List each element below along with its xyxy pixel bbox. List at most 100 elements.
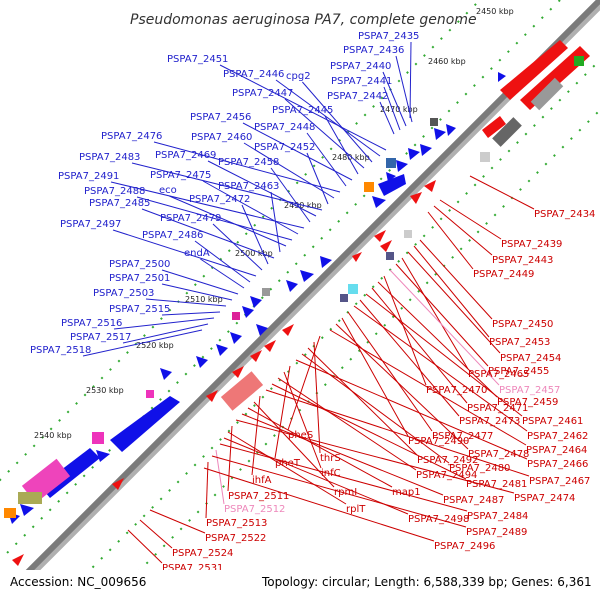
forward-gene-label[interactable]: PSPA7_2515: [109, 304, 170, 315]
forward-gene-label[interactable]: PSPA7_2460: [191, 132, 252, 143]
reverse-gene-label[interactable]: PSPA7_2461: [522, 416, 583, 427]
reverse-gene-label[interactable]: PSPA7_2449: [473, 269, 534, 280]
reverse-gene-label[interactable]: ihfA: [252, 475, 272, 486]
leader-line: [235, 419, 515, 494]
reverse-gene-label[interactable]: PSPA7_2487: [443, 495, 504, 506]
reverse-gene-label[interactable]: PSPA7_2453: [489, 337, 550, 348]
reverse-gene-label[interactable]: PSPA7_2477: [432, 431, 493, 442]
reverse-gene-label[interactable]: pheT: [275, 458, 301, 469]
reverse-gene-label[interactable]: PSPA7_2492: [417, 455, 478, 466]
reverse-gene-label[interactable]: PSPA7_2473: [459, 416, 520, 427]
guide-track-outer-right: [108, 108, 600, 600]
forward-gene-label[interactable]: PSPA7_2452: [254, 142, 315, 153]
reverse-gene-label[interactable]: PSPA7_2434: [534, 209, 595, 220]
reverse-gene-label[interactable]: PSPA7_2524: [172, 548, 233, 559]
reverse-gene-label[interactable]: PSPA7_2490: [408, 436, 469, 447]
reverse-gene-label[interactable]: PSPA7_2513: [206, 518, 267, 529]
forward-gene-label[interactable]: PSPA7_2476: [101, 131, 162, 142]
forward-gene-label[interactable]: PSPA7_2479: [160, 213, 221, 224]
leader-line: [215, 449, 225, 505]
forward-gene-label[interactable]: PSPA7_2517: [70, 332, 131, 343]
forward-gene-arrow: [96, 450, 110, 462]
leader-line: [439, 199, 502, 240]
forward-gene-label[interactable]: PSPA7_2463: [218, 181, 279, 192]
forward-gene-label[interactable]: PSPA7_2500: [109, 259, 170, 270]
reverse-gene-label[interactable]: PSPA7_2481: [466, 479, 527, 490]
forward-gene-label[interactable]: PSPA7_2518: [30, 345, 91, 356]
reverse-gene-label[interactable]: PSPA7_2462: [527, 431, 588, 442]
forward-gene-label[interactable]: PSPA7_2516: [61, 318, 122, 329]
forward-gene-label[interactable]: PSPA7_2447: [232, 88, 293, 99]
forward-gene-label[interactable]: PSPA7_2451: [167, 54, 228, 65]
reverse-gene-label[interactable]: PSPA7_2474: [514, 493, 575, 504]
reverse-gene-label[interactable]: PSPA7_2489: [466, 527, 527, 538]
forward-gene-label[interactable]: PSPA7_2488: [84, 186, 145, 197]
forward-gene-arrow: [250, 296, 262, 308]
forward-gene-label[interactable]: PSPA7_2442: [327, 91, 388, 102]
reverse-gene-label[interactable]: PSPA7_2455: [488, 366, 549, 377]
feature-box: [480, 152, 490, 162]
reverse-gene-label[interactable]: PSPA7_2457: [499, 385, 560, 396]
reverse-gene-label[interactable]: rpmI: [334, 487, 357, 498]
forward-gene-label[interactable]: PSPA7_2485: [89, 198, 150, 209]
feature-box: [348, 284, 358, 294]
leader-line: [113, 317, 215, 330]
forward-gene-label[interactable]: PSPA7_2458: [218, 157, 279, 168]
reverse-gene-arrow: [410, 192, 422, 204]
reverse-gene-label[interactable]: PSPA7_2467: [529, 476, 590, 487]
forward-gene-label[interactable]: PSPA7_2503: [93, 288, 154, 299]
reverse-gene-label[interactable]: infC: [321, 468, 341, 479]
reverse-gene-label[interactable]: PSPA7_2459: [497, 397, 558, 408]
forward-gene-label[interactable]: PSPA7_2445: [272, 105, 333, 116]
reverse-gene-label[interactable]: pheS: [288, 430, 313, 441]
reverse-gene-label[interactable]: PSPA7_2450: [492, 319, 553, 330]
forward-gene-label[interactable]: PSPA7_2440: [330, 61, 391, 72]
reverse-gene-label[interactable]: PSPA7_2454: [500, 353, 561, 364]
reverse-gene-label[interactable]: PSPA7_2465: [468, 369, 529, 380]
forward-gene-label[interactable]: PSPA7_2472: [189, 194, 250, 205]
reverse-gene-label[interactable]: PSPA7_2480: [449, 463, 510, 474]
leader-line: [219, 64, 387, 151]
forward-gene-label[interactable]: PSPA7_2435: [358, 31, 419, 42]
forward-gene-label[interactable]: PSPA7_2501: [109, 273, 170, 284]
reverse-gene-label[interactable]: PSPA7_2512: [224, 504, 285, 515]
reverse-gene-arrow: [282, 324, 294, 336]
reverse-gene-label[interactable]: map1: [392, 487, 421, 498]
reverse-gene-label[interactable]: PSPA7_2522: [205, 533, 266, 544]
forward-gene-label[interactable]: PSPA7_2446: [223, 69, 284, 80]
reverse-gene-label[interactable]: thrS: [320, 453, 341, 464]
reverse-gene-label[interactable]: rplT: [346, 504, 366, 515]
forward-gene-label[interactable]: PSPA7_2475: [150, 170, 211, 181]
reverse-gene-arrow: [482, 116, 506, 138]
reverse-gene-label[interactable]: PSPA7_2471: [467, 403, 528, 414]
forward-gene-label[interactable]: PSPA7_2436: [343, 45, 404, 56]
reverse-gene-label[interactable]: PSPA7_2484: [467, 511, 528, 522]
leader-line: [141, 208, 275, 259]
leader-line: [284, 98, 365, 169]
reverse-gene-label[interactable]: PSPA7_2464: [526, 445, 587, 456]
reverse-gene-label[interactable]: PSPA7_2439: [501, 239, 562, 250]
reverse-gene-label[interactable]: PSPA7_2531: [162, 563, 223, 574]
forward-gene-label[interactable]: PSPA7_2486: [142, 230, 203, 241]
reverse-gene-label[interactable]: PSPA7_2470: [426, 385, 487, 396]
forward-gene-label[interactable]: PSPA7_2441: [331, 76, 392, 87]
forward-gene-label[interactable]: PSPA7_2491: [58, 171, 119, 182]
leader-line: [313, 341, 321, 454]
reverse-gene-label[interactable]: PSPA7_2443: [492, 255, 553, 266]
reverse-gene-label[interactable]: PSPA7_2494: [416, 470, 477, 481]
reverse-gene-label[interactable]: PSPA7_2466: [527, 459, 588, 470]
forward-gene-label[interactable]: PSPA7_2497: [60, 219, 121, 230]
reverse-gene-label[interactable]: PSPA7_2496: [434, 541, 495, 552]
forward-gene-label[interactable]: endA: [184, 248, 210, 259]
forward-gene-label[interactable]: PSPA7_2456: [190, 112, 251, 123]
reverse-gene-label[interactable]: PSPA7_2511: [228, 491, 289, 502]
forward-gene-label[interactable]: PSPA7_2469: [155, 150, 216, 161]
reverse-gene-label[interactable]: PSPA7_2498: [408, 514, 469, 525]
reverse-gene-label[interactable]: PSPA7_2478: [468, 449, 529, 460]
leader-line: [243, 142, 335, 199]
forward-gene-label[interactable]: cpg2: [286, 71, 311, 82]
forward-gene-label[interactable]: eco: [159, 185, 177, 196]
forward-gene-label[interactable]: PSPA7_2483: [79, 152, 140, 163]
forward-gene-label[interactable]: PSPA7_2448: [254, 122, 315, 133]
